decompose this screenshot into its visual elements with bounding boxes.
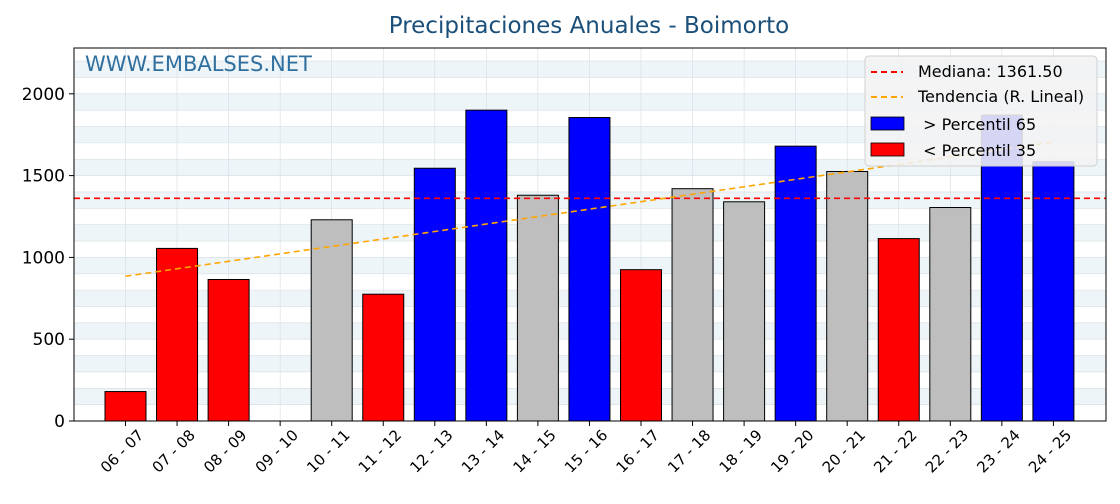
- y-tick-label: 500: [33, 330, 65, 350]
- bar-22-23: [929, 207, 972, 422]
- x-tick-label: 10 - 11: [303, 426, 353, 476]
- x-tick-label: 19 - 20: [767, 426, 817, 476]
- x-tick-label: 14 - 15: [509, 426, 559, 476]
- x-tick-label: 06 - 07: [97, 426, 147, 476]
- x-tick-label: 08 - 09: [200, 426, 250, 476]
- bar-20-21: [826, 171, 869, 422]
- x-tick-label: 11 - 12: [355, 426, 405, 476]
- legend-low-swatch: [870, 142, 905, 157]
- y-tick-label: 0: [54, 412, 65, 432]
- x-tick-label: 17 - 18: [664, 426, 714, 476]
- legend-high-swatch: [870, 116, 905, 131]
- legend-trend-label: Tendencia (R. Lineal): [917, 87, 1084, 106]
- x-tick-label: 24 - 25: [1025, 426, 1075, 476]
- bar-10-11: [310, 219, 353, 422]
- chart-title: Precipitaciones Anuales - Boimorto: [389, 13, 790, 39]
- bar-16-17: [620, 269, 662, 422]
- bar-12-13: [413, 167, 456, 422]
- bar-07-08: [156, 247, 199, 422]
- y-tick-label: 1000: [22, 248, 65, 268]
- x-tick-label: 15 - 16: [561, 426, 611, 476]
- x-tick-label: 23 - 24: [973, 426, 1023, 476]
- bar-24-25: [1032, 161, 1075, 422]
- bar-21-22: [877, 238, 920, 422]
- bar-19-20: [774, 145, 817, 422]
- legend-median-label: Mediana: 1361.50: [918, 62, 1063, 81]
- x-tick-label: 18 - 19: [716, 426, 766, 476]
- bars-group: [104, 109, 1075, 422]
- x-tick-label: 09 - 10: [252, 426, 302, 476]
- watermark-text: WWW.EMBALSES.NET: [85, 52, 312, 76]
- x-tick-label: 21 - 22: [870, 426, 920, 476]
- x-tick-label: 16 - 17: [613, 426, 663, 476]
- bar-14-15: [516, 194, 559, 422]
- legend-low-label: < Percentil 35: [918, 141, 1036, 160]
- y-tick-label: 1500: [22, 167, 65, 187]
- x-tick-label: 22 - 23: [922, 426, 972, 476]
- bar-11-12: [362, 293, 405, 422]
- bar-06-07: [104, 391, 147, 422]
- bar-17-18: [671, 188, 714, 422]
- legend-high-label: > Percentil 65: [918, 115, 1036, 134]
- x-tick-label: 12 - 13: [406, 426, 456, 476]
- y-axis: 0 500 1000 1500 2000: [22, 85, 74, 432]
- y-tick-label: 2000: [22, 85, 65, 105]
- x-tick-label: 07 - 08: [149, 426, 199, 476]
- legend: Mediana: 1361.50 Tendencia (R. Lineal) >…: [864, 55, 1098, 167]
- x-tick-label: 13 - 14: [458, 426, 508, 476]
- legend-box: [864, 55, 1098, 167]
- plot-frame: [73, 47, 1107, 422]
- bar-08-09: [207, 278, 250, 422]
- bar-15-16: [568, 117, 611, 422]
- bar-13-14: [465, 109, 508, 422]
- x-axis: 06 - 07 07 - 08 08 - 09 09 - 10 10 - 11 11 - …: [97, 421, 1075, 476]
- bar-18-19: [723, 201, 766, 422]
- x-tick-label: 20 - 21: [819, 426, 869, 476]
